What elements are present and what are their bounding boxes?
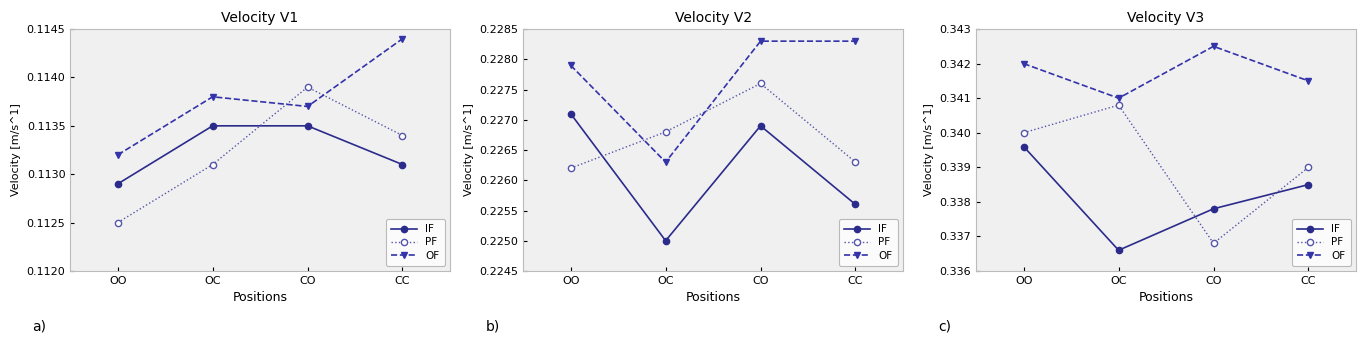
IF bbox=[109, 182, 126, 186]
Line: IF: IF bbox=[567, 111, 858, 244]
PF bbox=[1016, 131, 1032, 135]
Line: PF: PF bbox=[1021, 102, 1311, 246]
PF bbox=[1110, 103, 1126, 107]
PF bbox=[205, 162, 221, 167]
OF bbox=[394, 37, 410, 41]
IF bbox=[658, 239, 674, 243]
Text: a): a) bbox=[33, 320, 46, 334]
IF bbox=[562, 112, 578, 116]
IF bbox=[205, 124, 221, 128]
Text: b): b) bbox=[485, 320, 499, 334]
PF bbox=[299, 85, 316, 89]
Legend: IF, PF, OF: IF, PF, OF bbox=[839, 219, 898, 266]
OF bbox=[1206, 44, 1222, 48]
PF bbox=[394, 133, 410, 138]
PF bbox=[1206, 241, 1222, 245]
Text: c): c) bbox=[938, 320, 951, 334]
Line: OF: OF bbox=[1020, 43, 1312, 102]
Line: PF: PF bbox=[567, 80, 858, 171]
PF bbox=[848, 160, 864, 164]
IF bbox=[752, 124, 768, 128]
Line: IF: IF bbox=[115, 123, 406, 187]
Y-axis label: Velocity [m/s^1]: Velocity [m/s^1] bbox=[11, 104, 21, 196]
IF bbox=[848, 202, 864, 206]
IF bbox=[1110, 248, 1126, 252]
Title: Velocity V3: Velocity V3 bbox=[1128, 11, 1204, 25]
X-axis label: Positions: Positions bbox=[1139, 292, 1193, 304]
X-axis label: Positions: Positions bbox=[686, 292, 741, 304]
Line: PF: PF bbox=[115, 84, 406, 226]
Line: IF: IF bbox=[1021, 144, 1311, 253]
OF bbox=[1016, 62, 1032, 66]
OF bbox=[848, 39, 864, 43]
IF bbox=[1206, 207, 1222, 211]
Line: OF: OF bbox=[567, 38, 858, 166]
IF bbox=[1300, 182, 1316, 187]
Legend: IF, PF, OF: IF, PF, OF bbox=[385, 219, 444, 266]
PF bbox=[109, 220, 126, 225]
PF bbox=[658, 130, 674, 134]
OF bbox=[562, 63, 578, 68]
OF bbox=[205, 95, 221, 99]
IF bbox=[299, 124, 316, 128]
Y-axis label: Velocity [m/s^1]: Velocity [m/s^1] bbox=[924, 104, 934, 196]
OF bbox=[299, 104, 316, 108]
PF bbox=[752, 82, 768, 86]
OF bbox=[752, 39, 768, 43]
Title: Velocity V1: Velocity V1 bbox=[221, 11, 299, 25]
IF bbox=[1016, 145, 1032, 149]
Title: Velocity V2: Velocity V2 bbox=[674, 11, 752, 25]
Y-axis label: Velocity [m/s^1]: Velocity [m/s^1] bbox=[463, 104, 474, 196]
PF bbox=[1300, 165, 1316, 169]
Line: OF: OF bbox=[115, 35, 406, 158]
OF bbox=[1110, 96, 1126, 100]
OF bbox=[658, 160, 674, 164]
PF bbox=[562, 166, 578, 170]
OF bbox=[109, 153, 126, 157]
OF bbox=[1300, 79, 1316, 83]
Legend: IF, PF, OF: IF, PF, OF bbox=[1292, 219, 1351, 266]
X-axis label: Positions: Positions bbox=[232, 292, 287, 304]
IF bbox=[394, 162, 410, 167]
